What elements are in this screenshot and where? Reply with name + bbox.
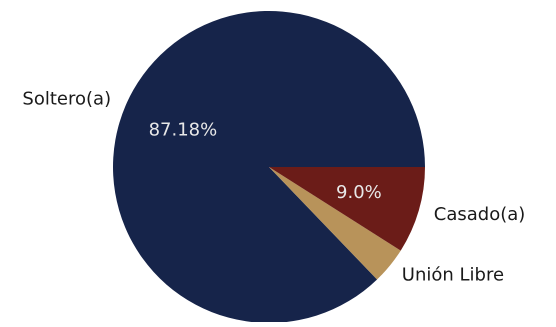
pie-slice-casado-a <box>269 167 426 251</box>
slice-pct-label-casado-a: 9.0% <box>336 182 382 203</box>
slice-label-casado-a: Casado(a) <box>434 204 526 225</box>
pie-slices <box>113 10 426 323</box>
pie-slice-soltero-a <box>113 10 425 323</box>
slice-pct-label-soltero-a: 87.18% <box>149 119 218 140</box>
pie-slice-union-libre <box>269 167 401 280</box>
pie-labels: Soltero(a) 87.18% Unión Libre Casado(a) 9.0% <box>22 89 525 286</box>
slice-label-union-libre: Unión Libre <box>402 265 504 286</box>
slice-label-soltero-a: Soltero(a) <box>22 89 111 110</box>
